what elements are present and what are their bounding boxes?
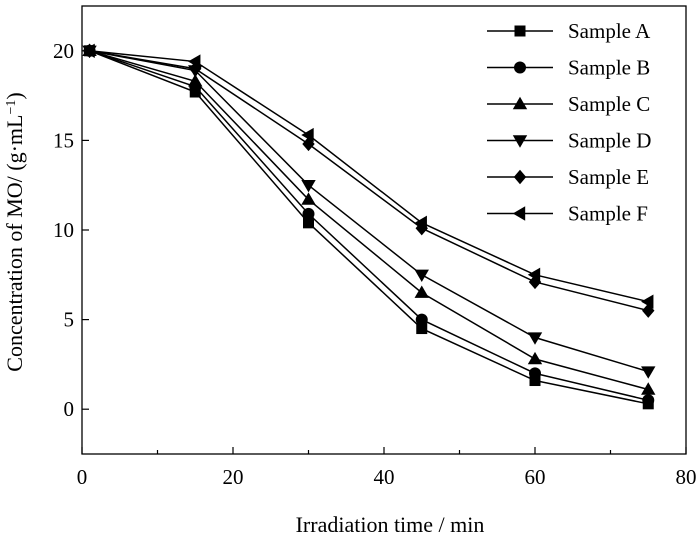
data-point — [302, 207, 315, 220]
y-axis-title: Concentration of MO/ (g·mL−1) — [2, 92, 27, 371]
x-tick-label: 40 — [374, 465, 395, 489]
x-tick-label: 20 — [223, 465, 244, 489]
data-point — [415, 313, 428, 326]
legend-marker — [512, 206, 526, 221]
legend-entry: Sample C — [487, 92, 650, 116]
data-point — [188, 54, 201, 69]
legend-marker — [514, 61, 526, 74]
x-tick-label: 0 — [77, 465, 88, 489]
legend-label: Sample E — [568, 165, 649, 189]
series-sample-c — [82, 43, 656, 395]
legend-label: Sample F — [568, 202, 648, 226]
legend-label: Sample C — [568, 92, 650, 116]
data-point — [641, 294, 654, 309]
data-point — [527, 332, 543, 345]
data-point — [642, 394, 655, 407]
legend-marker — [513, 169, 527, 185]
data-point — [414, 215, 427, 231]
legend-marker — [514, 25, 526, 37]
legend-label: Sample A — [568, 19, 651, 43]
y-tick-label: 10 — [53, 218, 74, 242]
data-point — [641, 382, 656, 395]
data-point — [303, 217, 314, 229]
series-line — [89, 50, 649, 405]
data-point — [416, 323, 428, 335]
legend-marker — [512, 135, 528, 148]
series-layer — [82, 43, 656, 410]
data-point — [527, 351, 543, 365]
legend-entry: Sample D — [487, 129, 651, 153]
series-line — [89, 50, 649, 391]
data-point — [414, 269, 429, 282]
legend-label: Sample D — [568, 129, 651, 153]
x-axis-title: Irradiation time / min — [296, 512, 485, 537]
data-point — [529, 375, 541, 387]
x-tick-label: 60 — [525, 465, 546, 489]
y-axis-title-superscript: −1 — [4, 100, 19, 115]
y-tick-label: 5 — [64, 308, 75, 332]
data-point — [188, 74, 203, 87]
axes-layer: 0 20 40 60 80 0 5 10 15 20 — [53, 5, 697, 489]
y-axis-title-close: ) — [2, 92, 27, 99]
data-point — [301, 192, 316, 205]
data-point — [529, 367, 541, 380]
data-point — [527, 267, 541, 282]
series-line — [89, 50, 649, 373]
data-point — [189, 61, 202, 76]
data-point — [301, 127, 314, 143]
y-tick-label: 0 — [64, 397, 75, 421]
legend-entry: Sample E — [487, 165, 649, 189]
y-tick-label: 15 — [53, 128, 74, 152]
data-point — [414, 285, 429, 298]
legend-entry: Sample A — [487, 19, 651, 43]
data-point — [641, 366, 656, 379]
legend-entry: Sample B — [487, 56, 650, 80]
series-line — [89, 50, 649, 303]
y-axis-title-main: Concentration of MO/ (g·mL — [2, 115, 27, 372]
data-point — [301, 180, 316, 193]
legend-entry: Sample F — [487, 202, 648, 226]
x-tick-label: 80 — [676, 465, 697, 489]
series-sample-f — [82, 43, 654, 309]
legend-label: Sample B — [568, 56, 650, 80]
series-line — [89, 50, 649, 312]
legend-marker — [512, 96, 528, 110]
y-tick-label: 20 — [53, 39, 74, 63]
legend: Sample A Sample B Sample C Sample D Sample E… — [487, 19, 651, 226]
series-line — [89, 50, 649, 401]
data-point — [82, 43, 95, 58]
